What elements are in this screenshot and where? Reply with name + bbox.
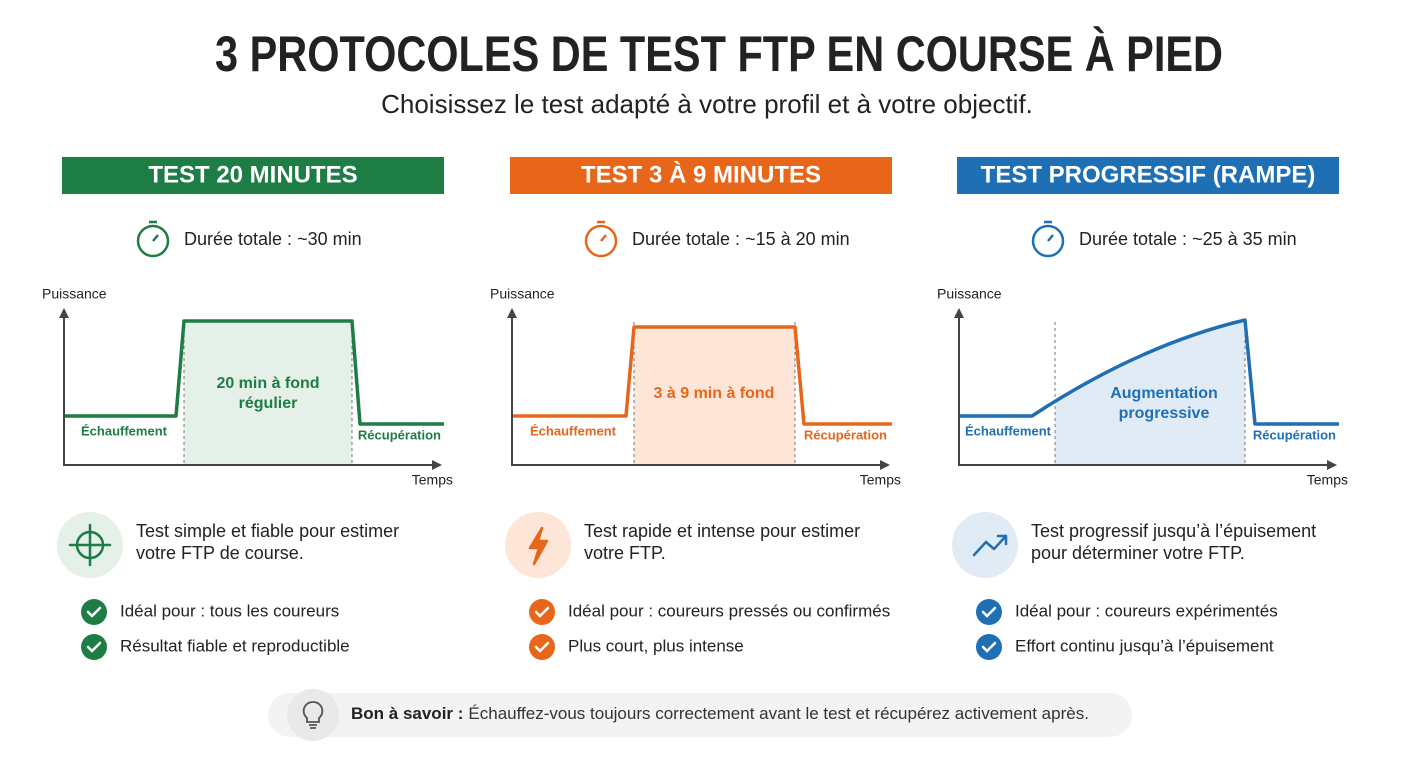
axes [511, 310, 886, 466]
subtitle: Choisissez le test adapté à votre profil… [381, 89, 1033, 119]
tip-icon-bg [287, 689, 339, 741]
effort-label: Augmentation [1110, 385, 1218, 402]
check-icon [81, 599, 107, 625]
tip-text: Bon à savoir : Échauffez-vous toujours co… [351, 704, 1089, 723]
stopwatch-icon [1031, 224, 1065, 258]
warmup-label: Échauffement [965, 423, 1052, 438]
bulb-icon [302, 701, 324, 729]
check-icon [81, 634, 107, 660]
effort-area [1055, 320, 1245, 465]
stopwatch-detail [149, 220, 159, 242]
effort-line [958, 318, 1339, 426]
tip-label: Bon à savoir : [351, 704, 463, 723]
description-icon [528, 526, 549, 566]
stopwatch-detail [597, 220, 607, 242]
point: Résultat fiable et reproductible [120, 636, 350, 655]
check-icon [976, 634, 1002, 660]
y-axis-label: Puissance [937, 286, 1002, 302]
check-icon [976, 599, 1002, 625]
duration: Durée totale : ~25 à 35 min [1079, 229, 1297, 249]
check-icon [529, 599, 555, 625]
recovery-label: Récupération [804, 427, 887, 442]
point: Effort continu jusqu’à l’épuisement [1015, 636, 1274, 655]
effort-label: 3 à 9 min à fond [654, 385, 775, 402]
check-mark [534, 606, 550, 618]
check-mark [981, 641, 997, 653]
column-title: TEST 20 MINUTES [148, 161, 357, 188]
description: votre FTP. [584, 543, 666, 563]
check-icon [529, 634, 555, 660]
effort-line [512, 325, 892, 426]
stopwatch-icon [136, 224, 170, 258]
check-mark [981, 606, 997, 618]
effort-line [64, 319, 444, 426]
axes [63, 310, 438, 466]
effort-area [184, 321, 352, 465]
effort-label: progressive [1119, 405, 1210, 422]
column-title: TEST 3 À 9 MINUTES [581, 160, 821, 188]
title: 3 PROTOCOLES DE TEST FTP EN COURSE À PIE… [215, 26, 1223, 82]
column-header [510, 157, 892, 194]
description: Test progressif jusqu’à l’épuisement [1031, 521, 1316, 541]
recovery-label: Récupération [358, 427, 441, 442]
y-axis-label: Puissance [490, 286, 555, 302]
tip-body: Échauffez-vous toujours correctement ava… [468, 704, 1089, 723]
check-mark [86, 606, 102, 618]
description: votre FTP de course. [136, 543, 304, 563]
point: Idéal pour : coureurs pressés ou confirm… [568, 601, 890, 620]
point: Idéal pour : coureurs expérimentés [1015, 601, 1278, 620]
x-axis-label: Temps [860, 472, 901, 488]
point: Idéal pour : tous les coureurs [120, 601, 339, 620]
axes [958, 310, 1333, 466]
column-title: TEST PROGRESSIF (RAMPE) [981, 161, 1316, 188]
description-icon-bg [952, 512, 1018, 578]
effort-label: 20 min à fond [216, 375, 319, 392]
x-axis-label: Temps [1307, 472, 1348, 488]
description-icon [68, 523, 112, 567]
duration: Durée totale : ~15 à 20 min [632, 229, 850, 249]
effort-area [634, 327, 795, 465]
effort-label: régulier [239, 395, 298, 412]
column-header [957, 157, 1339, 194]
warmup-label: Échauffement [530, 423, 617, 438]
description: Test rapide et intense pour estimer [584, 521, 860, 541]
description: Test simple et fiable pour estimer [136, 521, 399, 541]
tip-pill [268, 693, 1132, 737]
point: Plus court, plus intense [568, 636, 744, 655]
duration: Durée totale : ~30 min [184, 229, 362, 249]
column-header [62, 157, 444, 194]
recovery-label: Récupération [1253, 427, 1336, 442]
check-mark [534, 641, 550, 653]
description: pour déterminer votre FTP. [1031, 543, 1245, 563]
warmup-label: Échauffement [81, 423, 168, 438]
x-axis-label: Temps [412, 472, 453, 488]
stopwatch-icon [584, 224, 618, 258]
check-mark [86, 641, 102, 653]
y-axis-label: Puissance [42, 286, 107, 302]
description-icon [972, 534, 1008, 557]
stopwatch-detail [1044, 220, 1054, 242]
